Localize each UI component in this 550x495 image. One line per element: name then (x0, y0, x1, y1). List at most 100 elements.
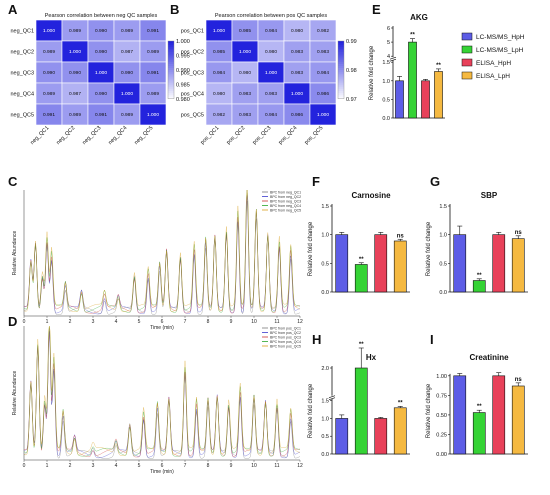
legend-label: LC-MS/MS_LpH (476, 47, 524, 54)
bar-y-tick-label: 1.5 (321, 204, 329, 210)
bar-y-tick-label: 1.0 (321, 416, 329, 422)
colorbar-segment (168, 92, 174, 96)
significance-label: ** (477, 404, 482, 410)
colorbar-segment (338, 64, 344, 67)
significance-label: ns (397, 233, 405, 239)
bar-y-tick-label: 1.5 (439, 204, 447, 210)
bar-y-tick-label: 0.25 (436, 432, 447, 438)
chrom-x-tick-label: 10 (251, 319, 257, 325)
colorbar-segment (168, 81, 174, 84)
bar-y-tick-label: 0.75 (436, 393, 447, 399)
panel-label-a: A (8, 2, 18, 17)
axis-break-mark (389, 56, 397, 60)
heatmap-value: 0.983 (265, 91, 277, 97)
heatmap-value: 0.989 (147, 49, 159, 55)
bar-y-tick-label: 0.50 (436, 413, 447, 419)
colorbar-segment (168, 44, 174, 48)
colorbar-segment (168, 67, 174, 71)
bar (393, 407, 407, 455)
chrom-x-tick-label: 3 (92, 319, 95, 325)
colorbar-segment (168, 60, 174, 63)
panel-label-g: G (430, 174, 440, 189)
heatmap-row-label: pos_QC5 (181, 113, 204, 119)
heatmap-value: 0.989 (43, 49, 55, 55)
chrom-x-tick-label: 4 (115, 463, 118, 469)
heatmap-row-label: pos_QC2 (181, 50, 204, 56)
colorbar-segment (168, 83, 174, 86)
heatmap-value: 0.984 (213, 70, 225, 76)
heatmap-value: 0.984 (265, 28, 277, 34)
bar-y-tick-label: 1.5 (382, 60, 390, 66)
bar-chart-sbp: SBP 0.0 0.5 1.0 1.5 Relative fold change ** ns (426, 191, 528, 296)
legend-swatch (461, 71, 473, 80)
panel-label-h: H (312, 332, 321, 347)
heatmap-pos-qc: Pearson correlation between pos QC sampl… (181, 13, 357, 146)
bar (472, 280, 486, 293)
axis-break-gap (390, 57, 396, 61)
colorbar-segment (338, 96, 344, 100)
chrom-x-tick-label: 5 (138, 463, 141, 469)
bar-chart-title: Creatinine (469, 353, 509, 362)
chrom-x-tick-label: 0 (23, 463, 26, 469)
heatmap-value: 0.986 (291, 112, 303, 118)
bar (374, 418, 388, 455)
colorbar-segment (168, 87, 174, 90)
heatmap-value: 1.000 (147, 112, 159, 118)
chrom-x-tick-label: 1 (46, 319, 49, 325)
heatmap-row-label: neg_QC1 (10, 29, 34, 35)
chrom-legend-label: BPC from neg_QC2 (270, 195, 301, 199)
heatmap-col-label: pos_QC1 (200, 125, 221, 146)
heatmap-value: 1.000 (291, 91, 303, 97)
chrom-x-tick-label: 10 (251, 463, 257, 469)
chrom-legend-label: BPC from neg_QC4 (270, 204, 301, 208)
colorbar-segment (168, 89, 174, 92)
heatmap-value: 0.989 (69, 28, 81, 34)
bar-y-tick-label: 2.0 (321, 366, 329, 372)
heatmap-col-label: pos_QC3 (252, 125, 273, 146)
heatmap-value: 0.989 (43, 91, 55, 97)
colorbar-frame (337, 40, 345, 99)
bar-y-label: Relative fold change (308, 383, 314, 438)
bar (492, 234, 506, 293)
colorbar-segment (168, 69, 174, 73)
panel-label-b: B (170, 2, 179, 17)
chrom-legend-label: BPC from pos_QC4 (270, 340, 301, 344)
heatmap-value: 0.984 (265, 112, 277, 118)
chrom-legend-label: BPC from neg_QC3 (270, 199, 301, 203)
heatmap-neg-qc: Pearson correlation between neg QC sampl… (10, 13, 189, 146)
heatmap-value: 0.990 (69, 70, 81, 76)
colorbar-segment (168, 75, 174, 78)
bar (393, 240, 407, 293)
heatmap-row-label: neg_QC4 (10, 92, 34, 98)
bar-y-tick-label: 0.00 (436, 452, 447, 458)
bar (511, 238, 525, 293)
colorbar-segment (338, 67, 344, 71)
chrom-legend-label: BPC from pos_QC5 (270, 344, 301, 348)
heatmap-col-label: pos_QC5 (304, 125, 325, 146)
heatmap-cell (139, 103, 167, 126)
bar (408, 41, 417, 119)
heatmap-value: 0.980 (265, 49, 277, 55)
bar (395, 80, 404, 119)
heatmap-value: 0.982 (317, 28, 329, 34)
colorbar-segment (338, 75, 344, 78)
heatmap-value: 0.990 (95, 91, 107, 97)
colorbar-segment (168, 52, 174, 55)
heatmap-value: 1.000 (317, 112, 329, 118)
colorbar-segment (168, 41, 174, 44)
colorbar-tick: 0.99 (346, 39, 357, 45)
bar-y-tick-label: 0.5 (439, 261, 447, 267)
heatmap-value: 1.000 (43, 28, 55, 34)
chrom-x-tick-label: 1 (46, 463, 49, 469)
heatmap-value: 0.980 (239, 70, 251, 76)
heatmap-col-label: pos_QC2 (226, 125, 247, 146)
bar-legend: LC-MS/MS_HpH LC-MS/MS_LpH ELISA_HpH ELISA_L… (461, 32, 525, 80)
heatmap-col-label: neg_QC2 (56, 125, 77, 146)
chrom-trace (23, 325, 301, 456)
chrom-x-tick-label: 0 (23, 319, 26, 325)
colorbar-segment (338, 85, 344, 88)
chrom-x-tick-label: 12 (297, 319, 303, 325)
heatmap-value: 0.991 (147, 28, 159, 34)
heatmap-title: Pearson correlation between pos QC sampl… (215, 13, 327, 19)
